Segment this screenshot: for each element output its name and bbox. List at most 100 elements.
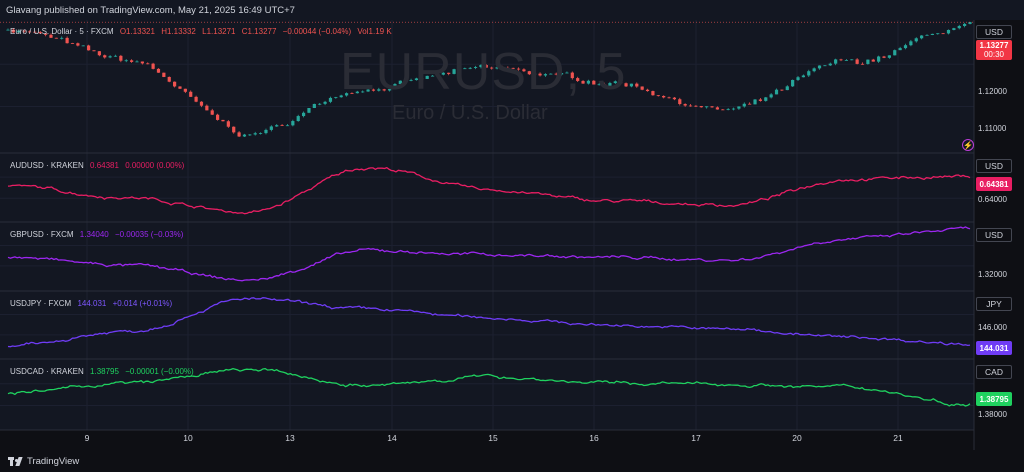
- legend-change: −0.00044 (−0.04%): [282, 27, 352, 36]
- currency-badge-audusd[interactable]: USD: [976, 159, 1012, 173]
- candle-body: [785, 86, 789, 91]
- legend-value: 144.031: [77, 299, 107, 308]
- candle-body: [377, 89, 381, 91]
- candle-body: [780, 89, 784, 91]
- candle-body: [44, 33, 48, 35]
- x-tick-label: 20: [792, 433, 802, 443]
- publisher-header: Glavang published on TradingView.com, Ma…: [0, 0, 1024, 20]
- candle-body: [269, 126, 273, 130]
- legend-symbol-name: AUDUSD · KRAKEN: [10, 161, 84, 170]
- candle-body: [952, 28, 956, 30]
- currency-badge-usdjpy[interactable]: JPY: [976, 297, 1012, 311]
- grid: [0, 20, 974, 431]
- x-tick-label: 16: [589, 433, 599, 443]
- candle-body: [97, 51, 101, 56]
- currency-badge-gbpusd[interactable]: USD: [976, 228, 1012, 242]
- candle-body: [613, 81, 617, 84]
- candle-body: [54, 37, 58, 39]
- candle-body: [291, 121, 295, 126]
- candle-body: [404, 80, 408, 82]
- candle-body: [285, 125, 290, 127]
- price-badge-eurusd: 1.13277 00:30: [976, 40, 1012, 60]
- usdjpy-line: [7, 297, 971, 348]
- candle-body: [791, 79, 795, 87]
- candle-body: [914, 38, 918, 42]
- candle-body: [226, 121, 230, 127]
- legend-audusd[interactable]: AUDUSD · KRAKEN 0.64381 0.00000 (0.00%): [10, 161, 188, 170]
- candle-body: [22, 30, 26, 32]
- price-badge-audusd: 0.64381: [976, 177, 1012, 191]
- candle-body: [167, 76, 171, 82]
- x-tick-label: 10: [183, 433, 193, 443]
- candle-body: [366, 89, 370, 92]
- candle-body: [323, 101, 327, 104]
- candle-body: [672, 97, 677, 100]
- legend-eurusd[interactable]: Euro / U.S. Dollar · 5 · FXCM O1.13321 H…: [10, 27, 396, 36]
- candle-body: [597, 84, 601, 86]
- legend-gbpusd[interactable]: GBPUSD · FXCM 1.34040 −0.00035 (−0.03%): [10, 230, 187, 239]
- candle-body: [946, 29, 951, 34]
- candle-body: [941, 33, 945, 35]
- candle-body: [769, 94, 773, 98]
- candle-body: [963, 23, 967, 26]
- candle-body: [264, 129, 268, 134]
- candle-body: [210, 110, 214, 115]
- lightning-icon[interactable]: ⚡: [962, 139, 974, 151]
- legend-volume: Vol1.19 K: [357, 27, 392, 36]
- candle-body: [823, 65, 827, 67]
- candle-body: [511, 67, 515, 69]
- candle-body: [812, 68, 816, 72]
- candle-body: [140, 61, 144, 64]
- candle-body: [839, 59, 843, 61]
- candle-body: [796, 77, 800, 80]
- candle-body: [275, 125, 279, 127]
- candle-body: [619, 81, 623, 84]
- candle-body: [280, 125, 284, 126]
- legend-change: +0.014 (+0.01%): [112, 299, 173, 308]
- candle-body: [344, 93, 349, 96]
- candle-body: [957, 25, 961, 29]
- currency-badge-eurusd[interactable]: USD: [976, 25, 1012, 39]
- candle-body: [936, 33, 940, 35]
- candle-body: [678, 99, 682, 105]
- currency-badge-usdcad[interactable]: CAD: [976, 365, 1012, 379]
- candle-body: [371, 89, 376, 91]
- candle-body: [640, 86, 644, 90]
- legend-high: H1.13332: [161, 27, 196, 36]
- candle-body: [662, 95, 666, 98]
- candle-body: [656, 95, 660, 97]
- candle-body: [554, 73, 558, 75]
- candle-body: [893, 50, 897, 56]
- candle-body: [506, 67, 510, 69]
- usdcad-line: [7, 367, 971, 407]
- candle-body: [463, 68, 467, 70]
- candle-body: [339, 95, 343, 98]
- candle-body: [17, 30, 21, 33]
- candle-body: [731, 108, 736, 110]
- candle-body: [968, 22, 972, 24]
- candle-body: [447, 72, 451, 74]
- candle-body: [296, 116, 300, 122]
- legend-usdcad[interactable]: USDCAD · KRAKEN 1.38795 −0.00001 (−0.00%…: [10, 367, 198, 376]
- candle-body: [624, 83, 628, 87]
- legend-change: −0.00001 (−0.00%): [125, 367, 194, 376]
- candle-body: [301, 112, 306, 117]
- candle-body: [871, 59, 875, 62]
- countdown-timer: 00:30: [983, 50, 1005, 59]
- x-tick-label: 15: [488, 433, 498, 443]
- series: [0, 21, 974, 407]
- candle-body: [834, 59, 838, 64]
- candle-body: [844, 60, 848, 61]
- x-tick-label: 17: [691, 433, 701, 443]
- candle-body: [538, 73, 542, 76]
- candle-body: [242, 134, 247, 137]
- candle-body: [581, 80, 585, 84]
- price-tick: 1.11000: [978, 124, 1007, 133]
- candle-body: [645, 89, 650, 92]
- candle-body: [382, 89, 386, 91]
- candle-body: [516, 68, 521, 70]
- legend-usdjpy[interactable]: USDJPY · FXCM 144.031 +0.014 (+0.01%): [10, 299, 176, 308]
- candle-body: [694, 105, 698, 107]
- candle-body: [221, 119, 225, 122]
